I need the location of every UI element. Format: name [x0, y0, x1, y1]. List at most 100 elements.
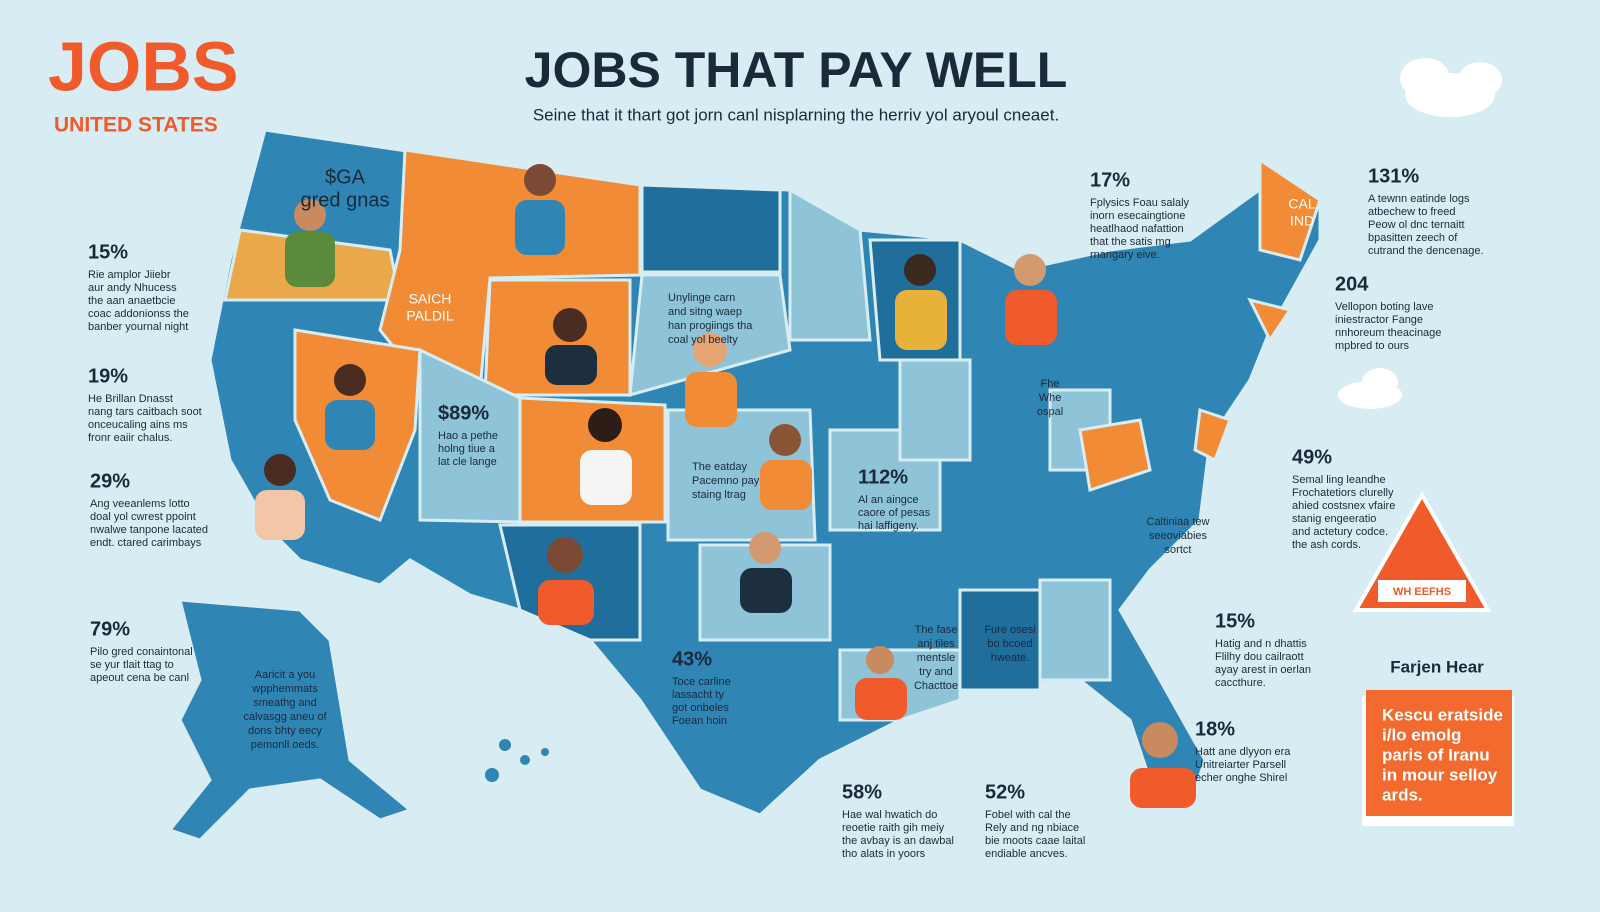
map-label: The eatday	[692, 461, 748, 473]
map-label: PALDIL	[406, 308, 453, 324]
callout-line: Toce carline	[672, 676, 731, 688]
callout-line: ayay arest in oerlan	[1215, 664, 1311, 676]
callout-line: se yur tlait ttag to	[90, 659, 174, 671]
callout-line: inorn esecaingtione	[1090, 210, 1185, 222]
callout-line: Unitreiarter Parsell	[1195, 759, 1286, 771]
callout-line: nang tars caitbach soot	[88, 406, 202, 418]
callout-line: atbechew to freed	[1368, 206, 1455, 218]
hawaii	[485, 739, 549, 782]
map-label: Fhe	[1041, 378, 1060, 390]
map-label: Pacemno pay	[692, 475, 760, 487]
side-note-line: Kescu eratside	[1382, 705, 1503, 724]
callout-line: reoetie raith gih meiy	[842, 822, 945, 834]
map-label: staing ltrag	[692, 489, 746, 501]
map-label: calvasgg aneu of	[243, 711, 327, 723]
callout-line: Rie amplor Jiiebr	[88, 269, 171, 281]
callout-line: iniestractor Fange	[1335, 314, 1423, 326]
callout-line: got onbeles	[672, 702, 729, 714]
map-label: try and	[919, 666, 953, 678]
map-label: sortct	[1165, 544, 1192, 556]
map-label: dons bhty eecy	[248, 725, 322, 737]
callout-line: nnhoreum theacinage	[1335, 327, 1441, 339]
subtitle: Seine that it thart got jorn canl nispla…	[533, 105, 1059, 124]
map-label: coal yol beelty	[668, 334, 738, 346]
map-label: Chacttoe	[914, 680, 958, 692]
alaska	[167, 598, 414, 842]
callout-line: heatlhaod nafattion	[1090, 223, 1184, 235]
stat: $89%	[438, 402, 489, 424]
callout-line: echer onghe Shirel	[1195, 772, 1287, 784]
stat: 52%	[985, 781, 1025, 803]
callout-line: ahied costsnex vfaire	[1292, 500, 1395, 512]
callout-line: Al an aingce	[858, 494, 919, 506]
stat: 204	[1335, 273, 1369, 295]
callout-line: stanig engeeratio	[1292, 513, 1376, 525]
stat: 131%	[1368, 165, 1419, 187]
side-note-line: paris of Iranu	[1382, 745, 1490, 764]
callout-line: Flilhy dou cailraott	[1215, 651, 1304, 663]
callout-line: Ang veeanlems lotto	[90, 498, 190, 510]
callout-line: bie moots caae laital	[985, 835, 1085, 847]
sign-plate	[1378, 580, 1466, 602]
side-note-line: i/lo emolg	[1382, 725, 1461, 744]
stat: 49%	[1292, 446, 1332, 468]
map-label: ospal	[1037, 406, 1063, 418]
logo: JOBS	[48, 27, 239, 105]
callout-line: Vellopon boting lave	[1335, 301, 1433, 313]
stat: 17%	[1090, 169, 1130, 191]
stat: 19%	[88, 365, 128, 387]
callout-line: Hatig and n dhattis	[1215, 638, 1307, 650]
map-label: Unylinge carn	[668, 292, 735, 304]
stat: 79%	[90, 618, 130, 640]
callout-line: Fplysics Foau salaly	[1090, 197, 1190, 209]
callout-line: banber yournal night	[88, 321, 188, 333]
stat: 18%	[1195, 718, 1235, 740]
figures	[255, 164, 1196, 808]
callout-line: A tewnn eatinde logs	[1368, 193, 1470, 205]
callout-line: the ash cords.	[1292, 539, 1361, 551]
callout-line: the avbay is an dawbal	[842, 835, 954, 847]
callout-line: Fobel with cal the	[985, 809, 1071, 821]
side-note-line: ards.	[1382, 785, 1423, 804]
side-note-line: in mour selloy	[1382, 765, 1498, 784]
callout-line: onceucaling ains ms	[88, 419, 188, 431]
callout-line: Frochatetiors clurelly	[1292, 487, 1394, 499]
callout-line: fronr eaiir chalus.	[88, 432, 172, 444]
callout-line: coac addonionss the	[88, 308, 189, 320]
cloud	[1338, 58, 1502, 409]
title: JOBS THAT PAY WELL	[525, 42, 1068, 98]
callout-line: Hae wal hwatich do	[842, 809, 937, 821]
callout-line: mpbred to ours	[1335, 340, 1409, 352]
map-label: smeathg and	[253, 697, 317, 709]
map-label: The fase	[915, 624, 958, 636]
stat: 112%	[858, 466, 908, 488]
callout-line: Foean hoin	[672, 715, 727, 727]
callout-line: Hatt ane dlyyon era	[1195, 746, 1291, 758]
map-label: mentsle	[917, 652, 956, 664]
callout-line: that the satis mg	[1090, 236, 1171, 248]
map-label: pemonll oeds.	[251, 739, 320, 751]
callout-line: He Brillan Dnasst	[88, 393, 173, 405]
callout-line: doal yol cwrest ppoint	[90, 511, 196, 523]
map-label: anj tiles	[917, 638, 955, 650]
map-label: seeoviabies	[1149, 530, 1208, 542]
stat: 15%	[88, 241, 128, 263]
callout-line: cutrand the dencenage.	[1368, 245, 1484, 257]
map-label: han progiings tha	[668, 320, 753, 332]
side-note-heading: Farjen Hear	[1390, 657, 1484, 676]
callout-line: lassacht ty	[672, 689, 724, 701]
map-label: wpphemmats	[251, 683, 318, 695]
map-label: $GA	[325, 166, 366, 188]
map-label: bo bcoed	[987, 638, 1032, 650]
map-label: CAL	[1288, 196, 1315, 212]
callout-line: and actetury codce.	[1292, 526, 1388, 538]
callout-line: the aan anaetbcie	[88, 295, 175, 307]
callout-line: caccthure.	[1215, 677, 1266, 689]
map-label: Aaricit a you	[255, 669, 316, 681]
map-label: Fure osesi	[984, 624, 1035, 636]
callout-line: rnangary eive.	[1090, 249, 1160, 261]
callout-line: holng tiue a	[438, 443, 496, 455]
callout-line: Hao a pethe	[438, 430, 498, 442]
